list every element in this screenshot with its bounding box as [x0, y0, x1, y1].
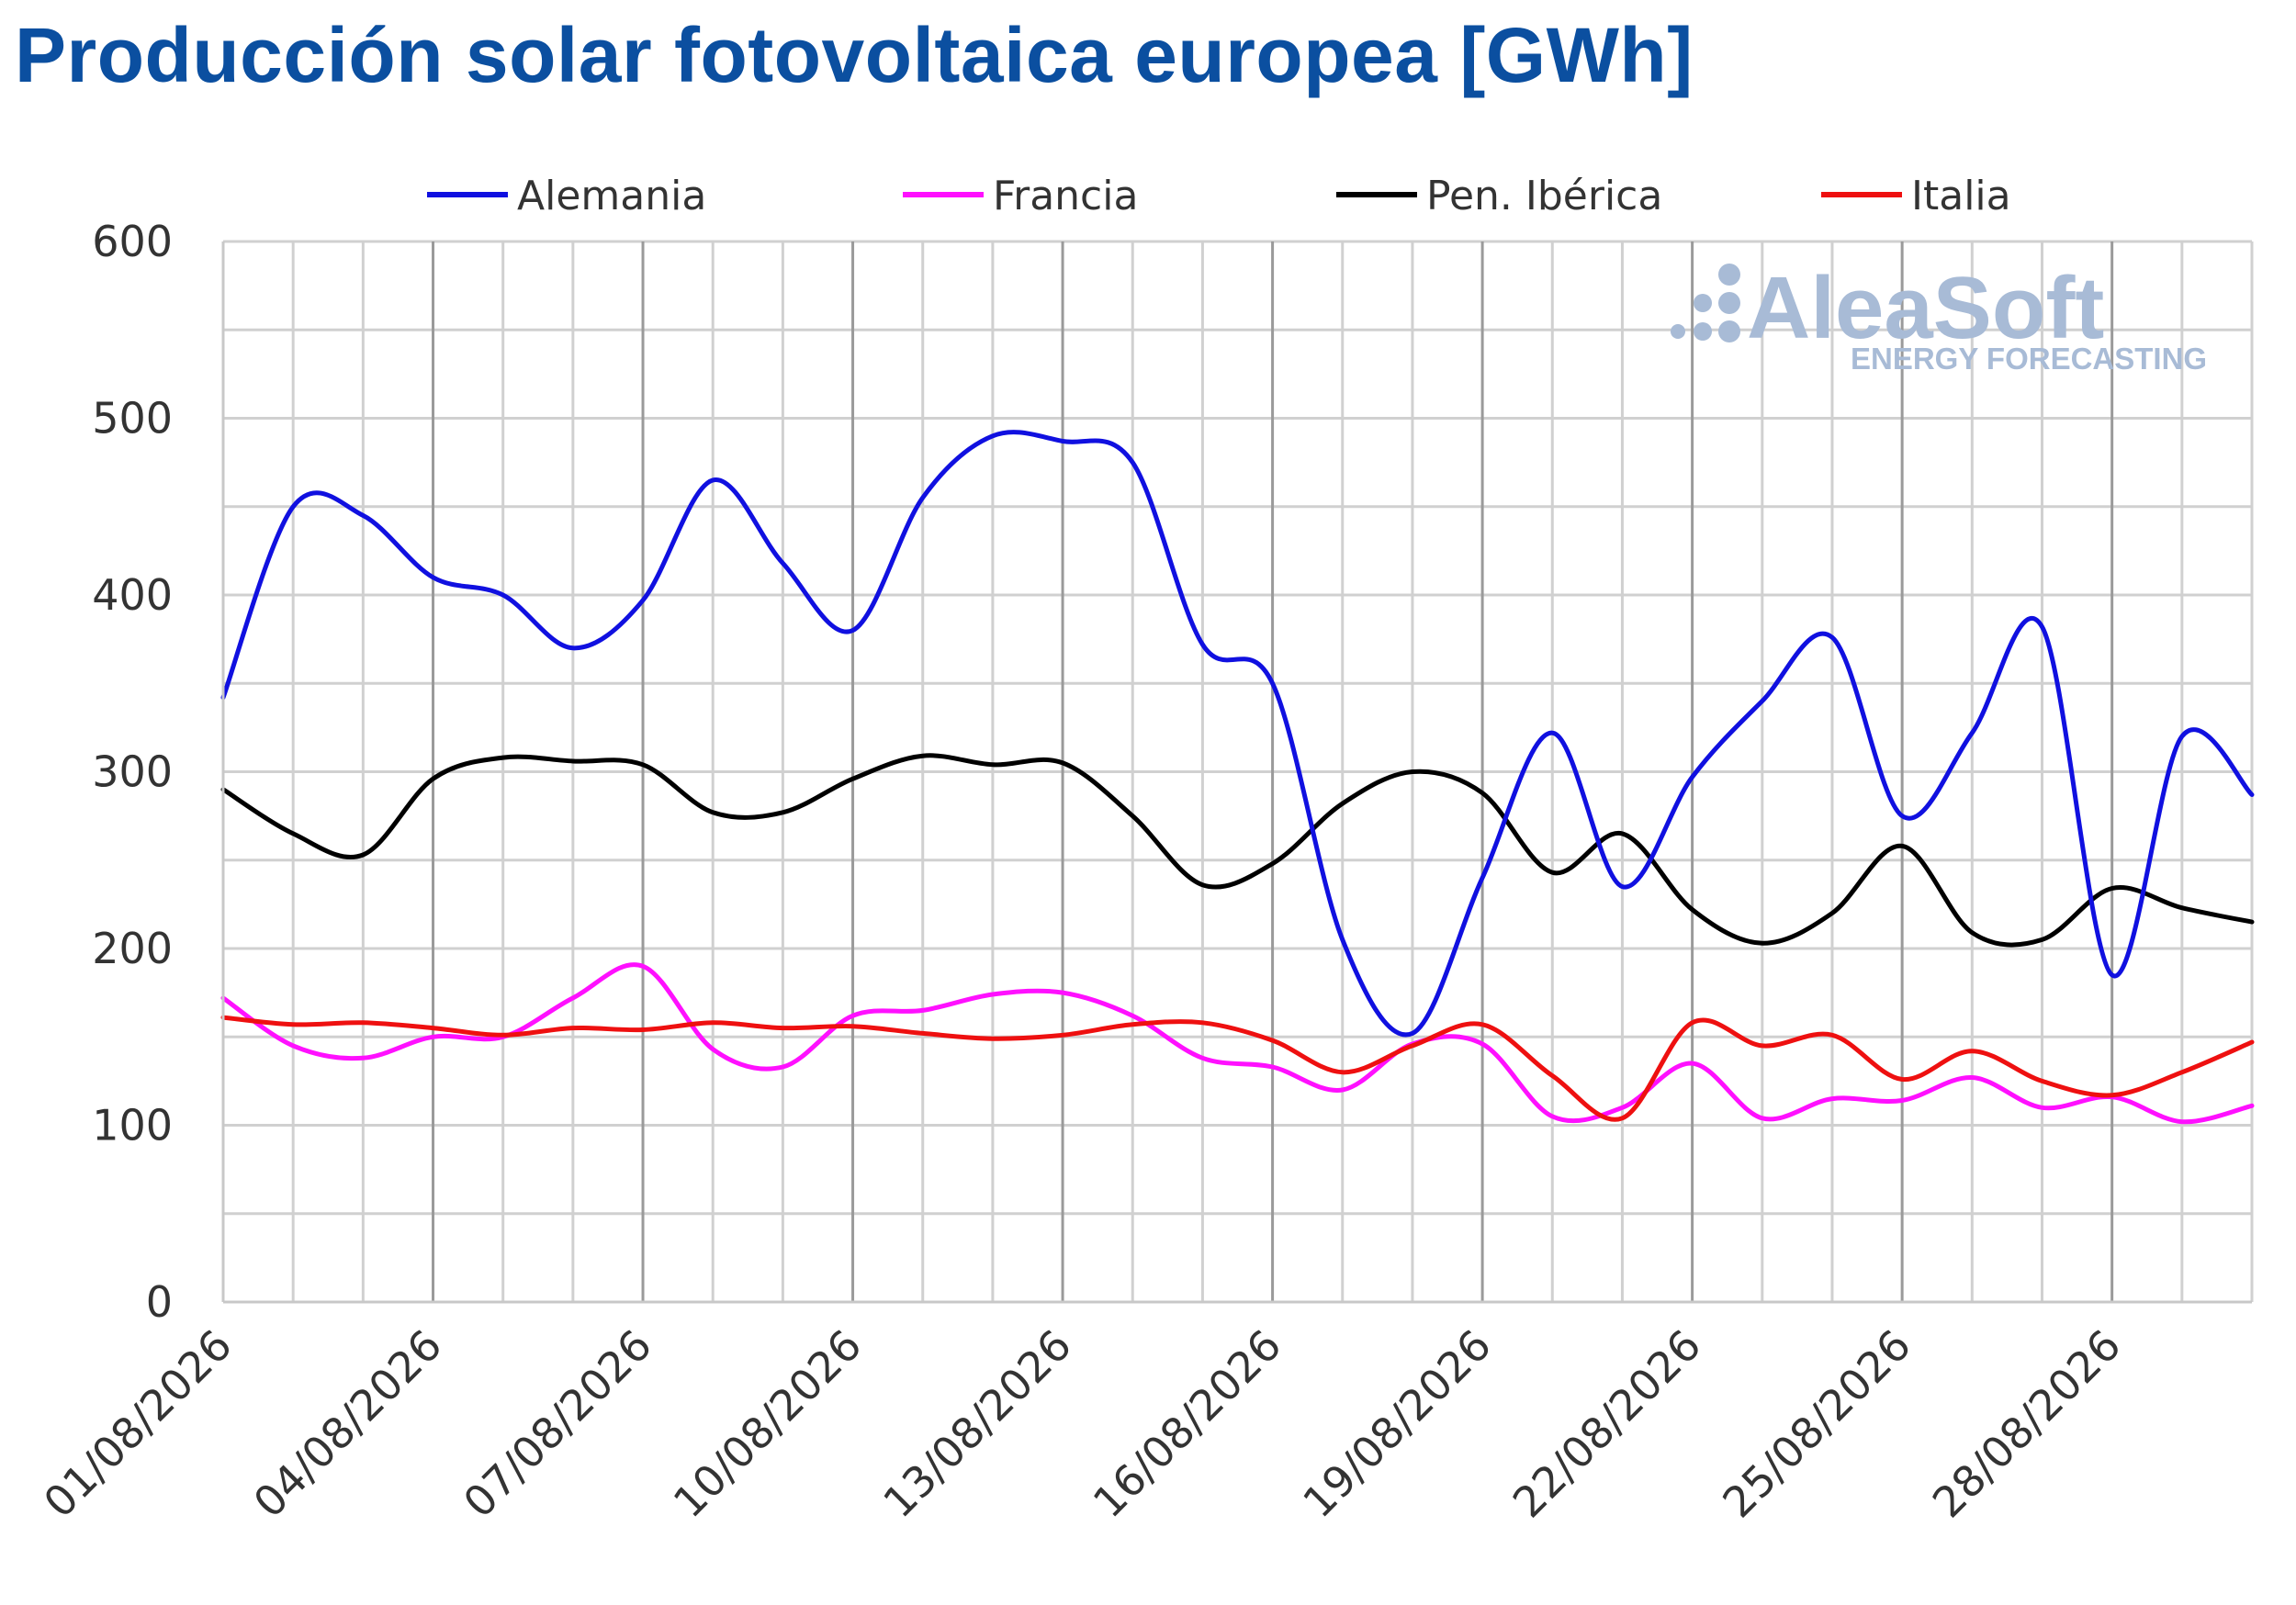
y-tick-label: 600	[92, 217, 173, 266]
series-lines	[220, 430, 2255, 1125]
series-line-italia	[220, 1015, 2255, 1122]
series-line-alemania	[220, 430, 2255, 1038]
legend-label: Francia	[993, 173, 1138, 219]
legend-item-italia: Italia	[1821, 173, 2011, 219]
x-tick-label: 19/08/2026	[1293, 1320, 1501, 1528]
y-tick-label: 300	[92, 747, 173, 797]
legend: Alemania Francia Pen. Ibérica Italia	[427, 173, 2011, 219]
legend-label: Italia	[1911, 173, 2011, 219]
aleasoft-logo-icon	[1671, 264, 1740, 342]
y-tick-label: 0	[146, 1277, 173, 1327]
axes: 0 100 200 300 400 500 600 01/08/2026 04/08/2026 0…	[34, 217, 2252, 1527]
legend-item-francia: Francia	[903, 173, 1138, 219]
series-line-francia	[220, 962, 2255, 1125]
x-tick-label: 01/08/2026	[34, 1320, 242, 1528]
legend-item-pen-ib-rica: Pen. Ibérica	[1336, 173, 1662, 219]
watermark-brand: AleaSoft	[1747, 259, 2104, 357]
x-tick-label: 04/08/2026	[244, 1320, 452, 1528]
series-line-pen-ib-rica	[220, 753, 2255, 948]
chart-title: Producción solar fotovoltaica europea [G…	[15, 12, 1694, 98]
grid	[221, 240, 2254, 1304]
legend-label: Pen. Ibérica	[1426, 173, 1662, 219]
y-tick-label: 200	[92, 924, 173, 973]
watermark-tagline: ENERGY FORECASTING	[1851, 342, 2207, 376]
legend-label: Alemania	[517, 173, 706, 219]
y-tick-label: 500	[92, 394, 173, 443]
aleasoft-watermark: AleaSoft ENERGY FORECASTING	[1671, 259, 2207, 376]
x-tick-label: 16/08/2026	[1084, 1320, 1291, 1528]
x-tick-label: 28/08/2026	[1923, 1320, 2131, 1528]
x-tick-label: 07/08/2026	[454, 1320, 661, 1528]
x-tick-label: 13/08/2026	[873, 1320, 1081, 1528]
legend-item-alemania: Alemania	[427, 173, 706, 219]
x-tick-label: 10/08/2026	[664, 1320, 872, 1528]
x-tick-label: 25/08/2026	[1713, 1320, 1920, 1528]
y-tick-label: 400	[92, 570, 173, 620]
y-tick-label: 100	[92, 1101, 173, 1150]
x-tick-label: 22/08/2026	[1503, 1320, 1711, 1528]
